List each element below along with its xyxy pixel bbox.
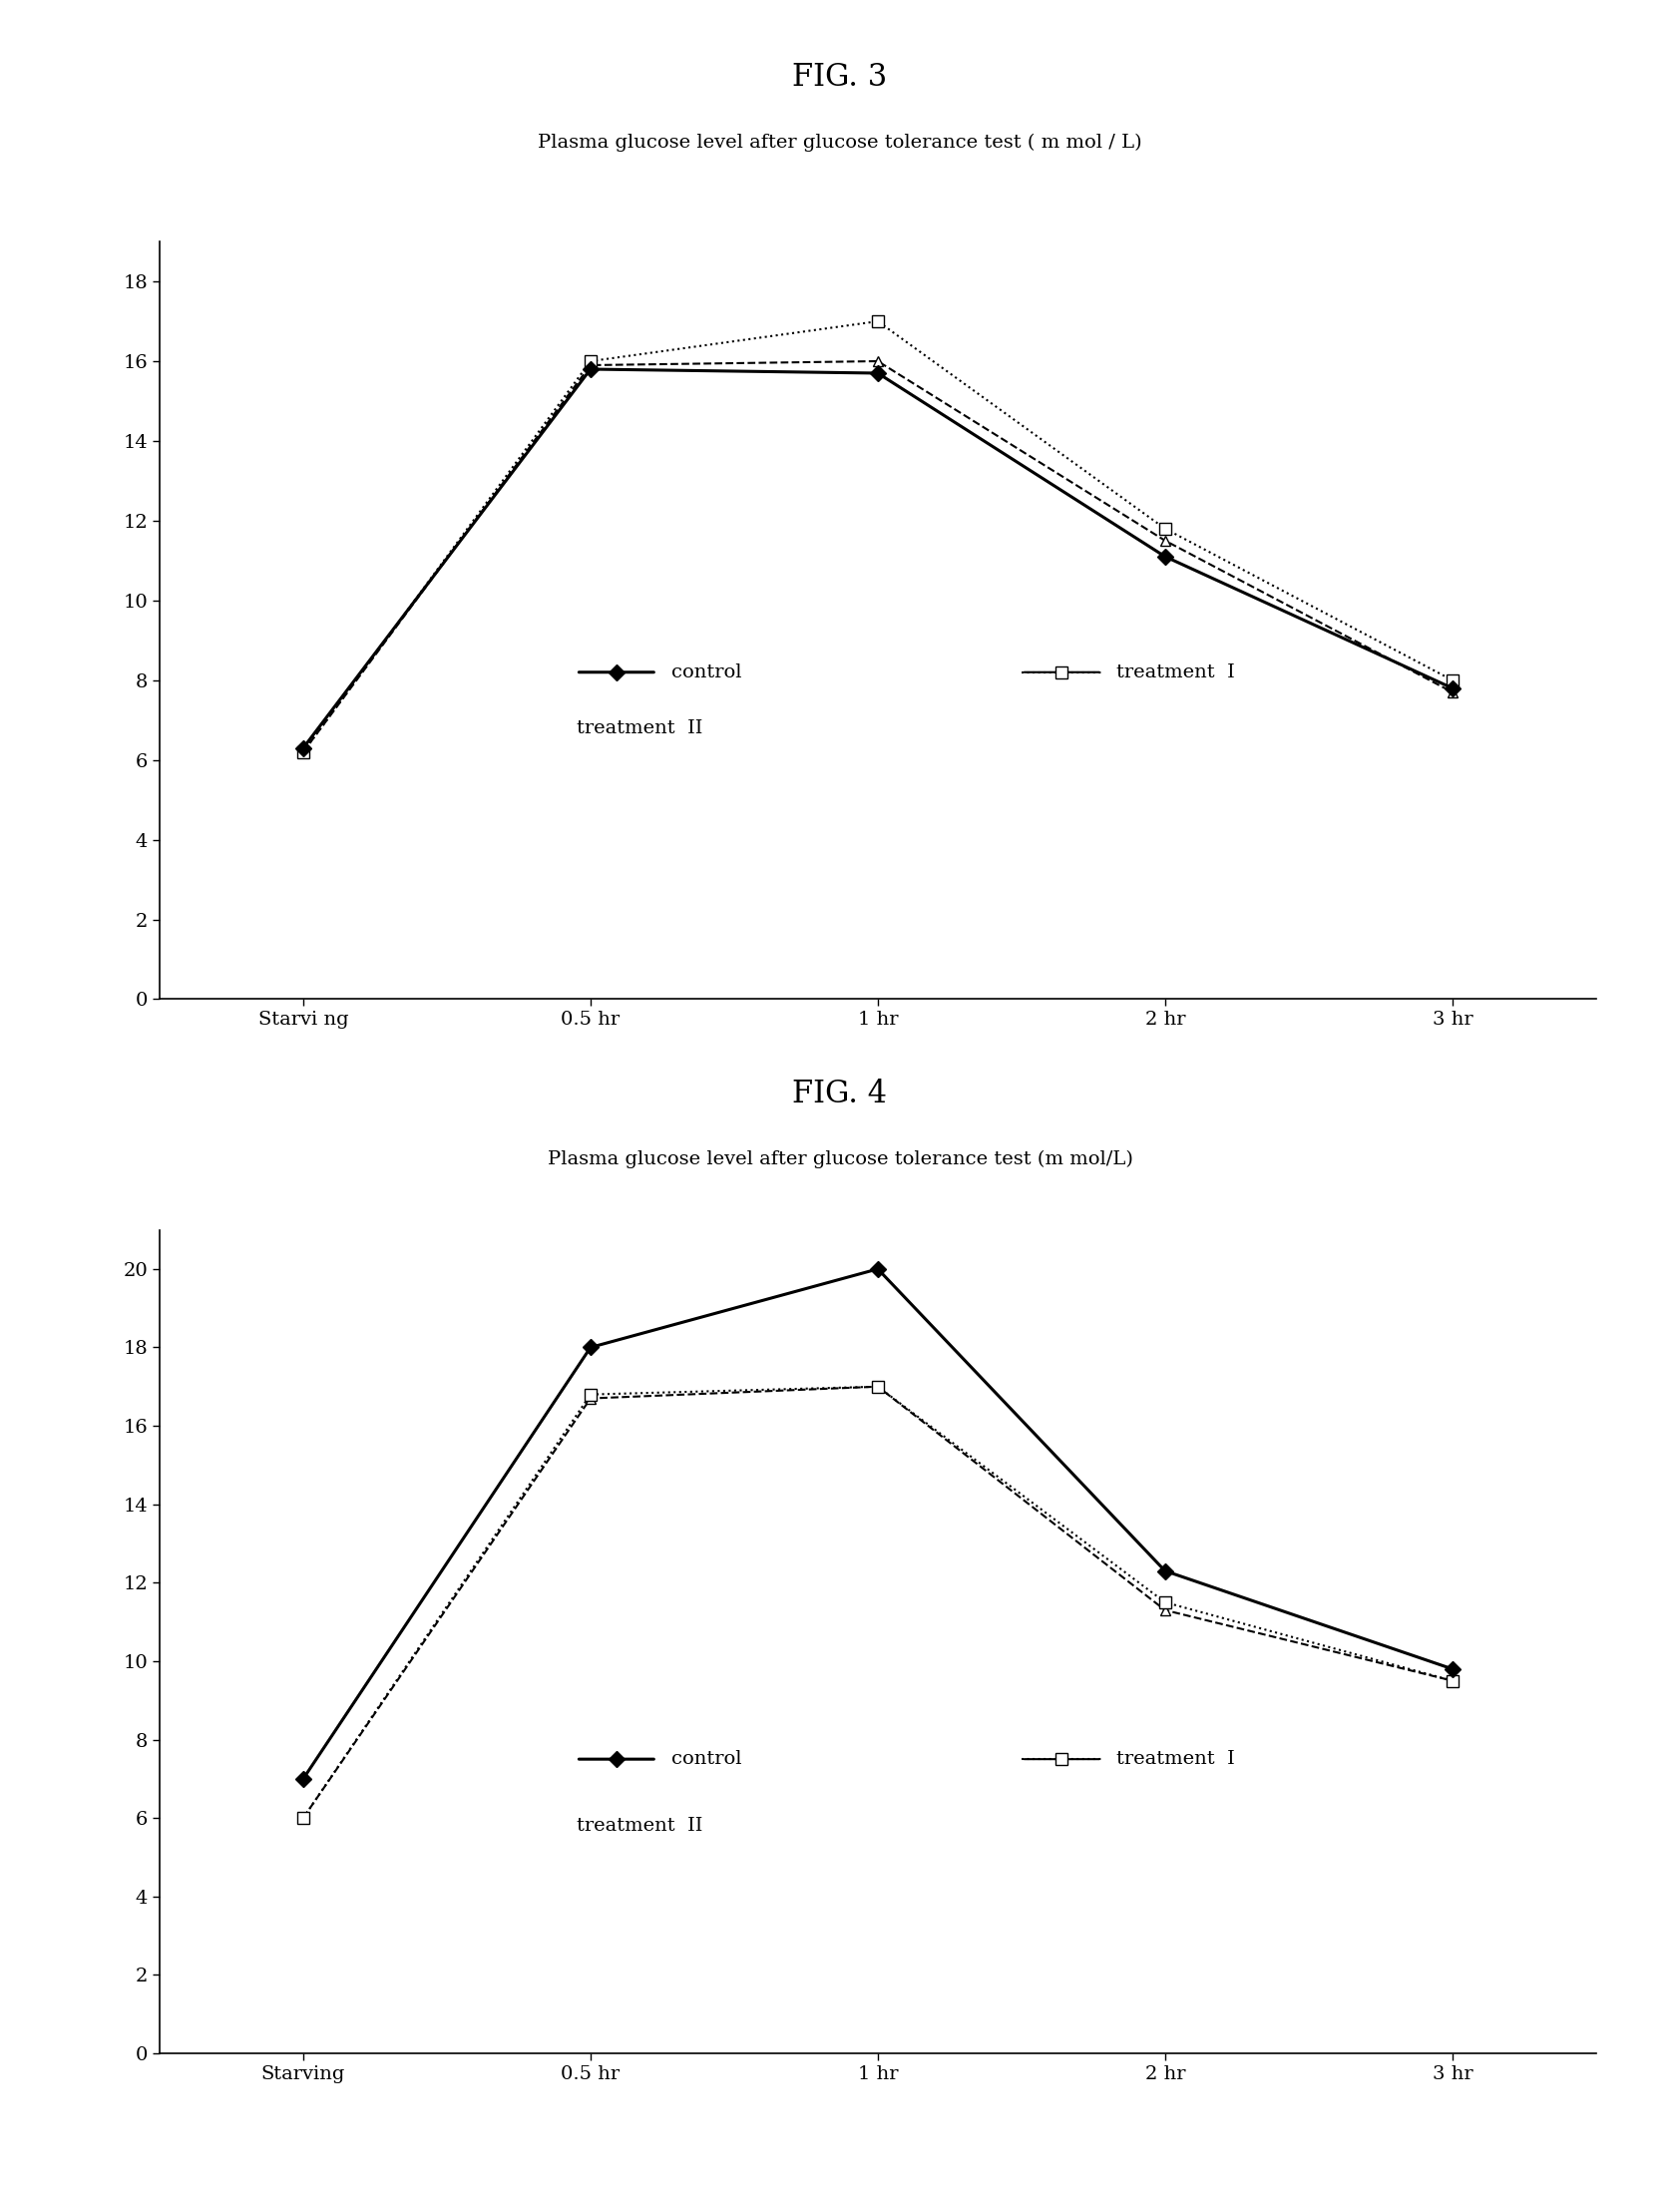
Text: treatment  II: treatment II (576, 718, 702, 738)
Text: FIG. 3: FIG. 3 (793, 61, 887, 92)
Text: Plasma glucose level after glucose tolerance test ( m mol / L): Plasma glucose level after glucose toler… (538, 134, 1142, 152)
Text: control: control (670, 663, 741, 681)
Text: treatment  I: treatment I (1116, 663, 1235, 681)
Text: treatment  II: treatment II (576, 1816, 702, 1836)
Text: FIG. 4: FIG. 4 (793, 1078, 887, 1109)
Text: treatment  I: treatment I (1116, 1750, 1235, 1768)
Text: Plasma glucose level after glucose tolerance test (m mol/L): Plasma glucose level after glucose toler… (548, 1151, 1132, 1168)
Text: control: control (670, 1750, 741, 1768)
